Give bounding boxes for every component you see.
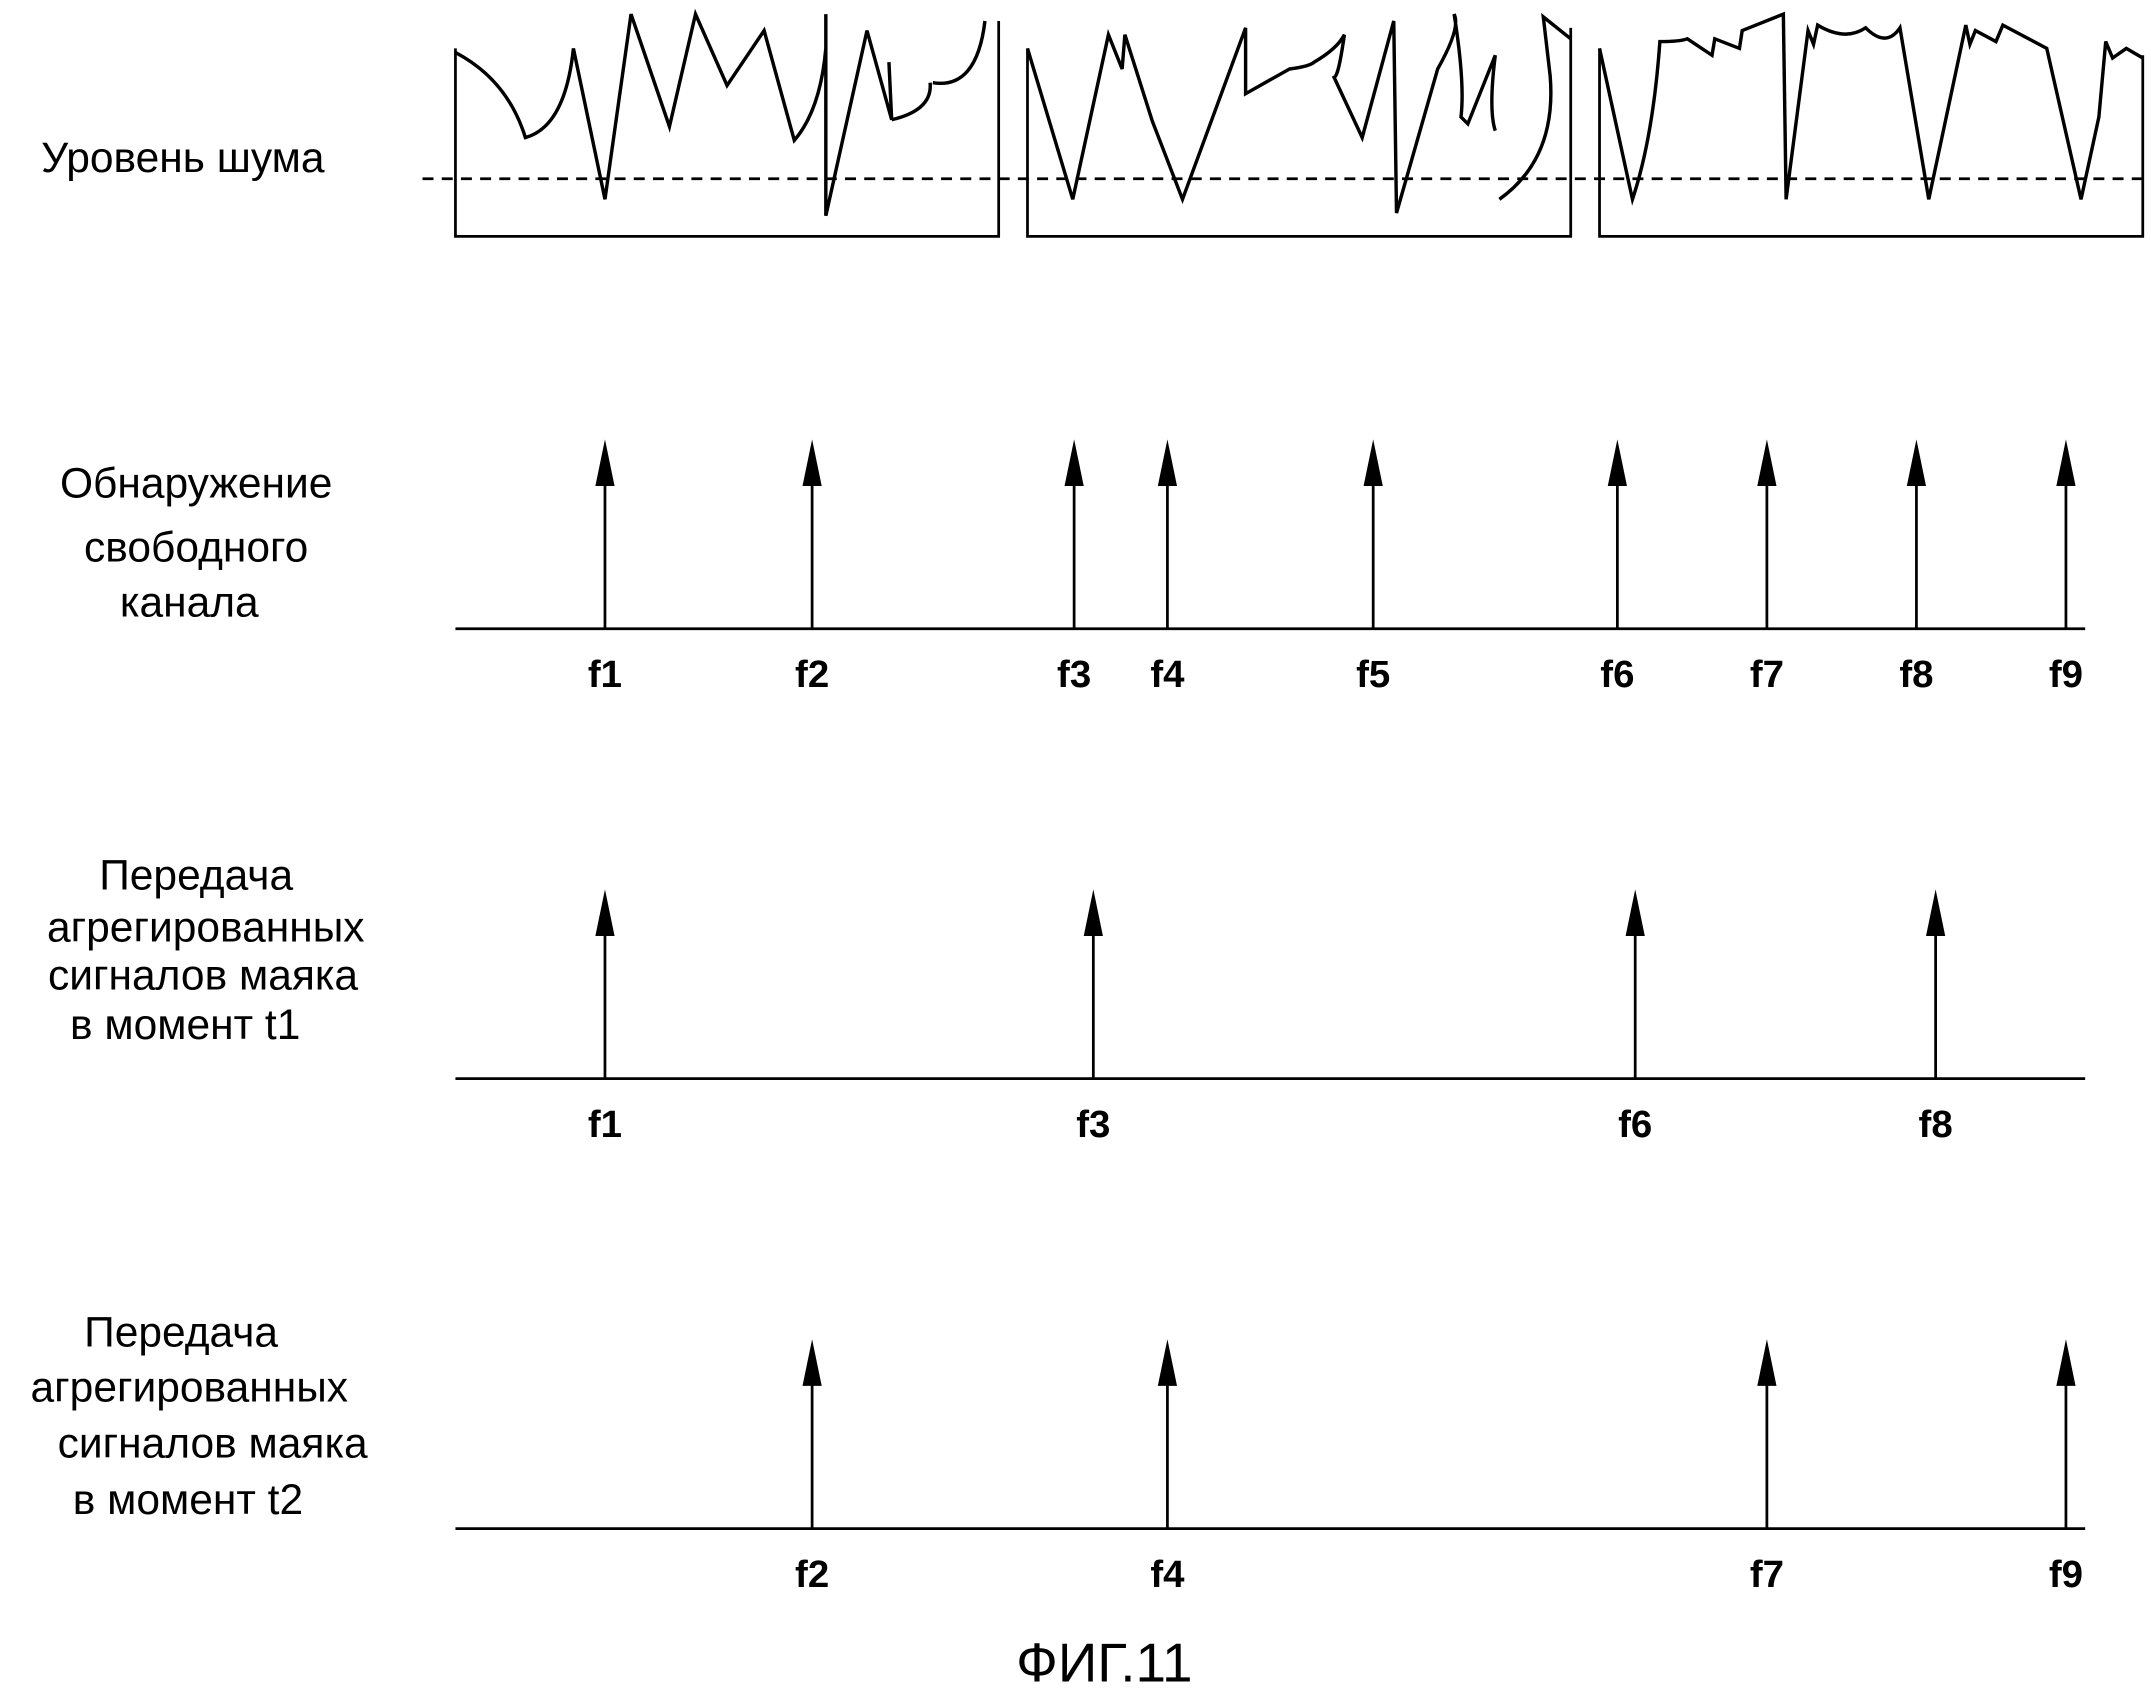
channel-label: f8 [1899,653,1933,696]
box [454,20,2145,238]
row-label: канала [120,580,259,627]
row-label: агрегированных [31,1364,349,1411]
channel-label: f4 [1150,1553,1185,1596]
channel-label: f7 [1750,1553,1784,1596]
arrow-head [1926,889,1946,936]
arrow-head [1363,439,1383,487]
noise-label: Уровень шума [41,135,325,182]
channel-label: f9 [2049,1553,2083,1596]
arrow-head [1083,889,1103,936]
arrow-head [2056,1339,2076,1386]
channel-label: f9 [2049,653,2083,696]
channel-label: f2 [795,1553,829,1596]
arrow-head [1157,1339,1178,1386]
row-label: в момент t2 [73,1477,303,1524]
channel-label: f8 [1919,1103,1953,1146]
noise-panel [422,8,2145,238]
arrow-head [1064,439,1084,487]
arrow-head [595,439,615,487]
channel-label: f5 [1356,653,1390,696]
channel-label: f2 [795,653,829,696]
noise-curve [1597,11,2144,206]
arrow-head [802,439,822,487]
row: f1 f3 f6 f8 [588,889,1953,1146]
channel-label: f6 [1618,1103,1652,1146]
channel-label: f3 [1076,1103,1110,1146]
row-label: свободного [84,525,308,572]
caption: ФИГ.11 [1016,1632,1192,1694]
row: f1 f2 f3 f4 f5 f6 f7 f8 f9 [588,439,2083,696]
channel-label: f1 [588,1103,622,1146]
noise-curve [1025,12,1572,214]
row-label: агрегированных [47,905,365,952]
row-label: Передача [84,1309,278,1356]
arrow-head [1906,439,1927,487]
channel-label: f1 [588,653,622,696]
row: f2 f4 f7 f9 [795,1339,2083,1596]
channel-label: f7 [1750,653,1784,696]
row-label: в момент t1 [70,1002,300,1049]
channel-label: f6 [1600,653,1634,696]
arrow-head [1757,1339,1777,1386]
row-label: Передача [99,853,293,900]
channel-label: f4 [1150,653,1185,696]
arrow-head [1157,439,1178,487]
row-label: сигналов маяка [48,953,358,1000]
row-label: Обнаружение [60,460,332,507]
arrow-head [1625,889,1645,936]
arrow-head [1757,439,1777,487]
noise-curve [454,8,987,217]
channel-label: f3 [1057,653,1091,696]
row-label: сигналов маяка [58,1421,368,1468]
arrow-head [595,889,615,936]
arrow-head [802,1339,822,1386]
arrow-head [1607,439,1627,487]
arrow-head [2056,439,2076,487]
